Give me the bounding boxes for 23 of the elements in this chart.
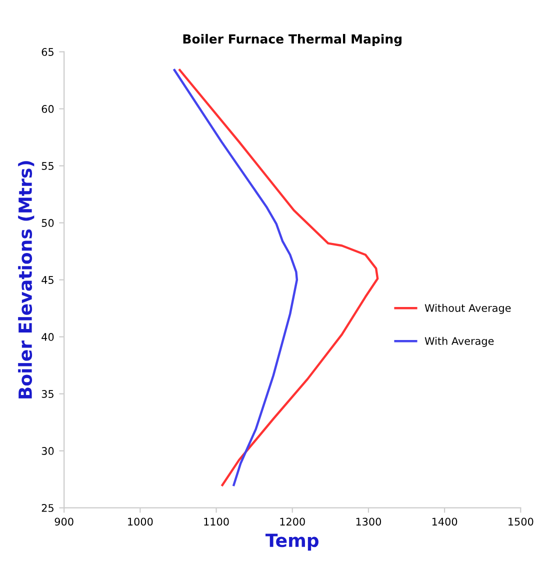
x-tick-label: 1200 [280, 518, 305, 526]
y-tick-label: 25 [42, 504, 54, 512]
x-tick-label: 1400 [432, 518, 458, 526]
y-axis-title: Boiler Elevations (Mtrs) [18, 161, 34, 398]
legend-label: With Average [424, 336, 494, 347]
y-tick-label: 45 [42, 276, 54, 284]
y-tick-label: 30 [42, 447, 54, 455]
chart-title: Boiler Furnace Thermal Maping [183, 34, 402, 46]
y-tick-label: 65 [42, 48, 54, 56]
x-tick-label: 1100 [204, 518, 229, 526]
legend-label: Without Average [424, 304, 511, 314]
y-tick-label: 55 [42, 162, 54, 170]
y-tick-label: 35 [42, 390, 54, 398]
y-tick-label: 60 [42, 105, 54, 113]
x-tick-label: 1300 [356, 518, 382, 526]
x-tick-label: 1500 [508, 518, 534, 526]
x-axis-title: Temp [265, 534, 319, 551]
x-tick-label: 900 [54, 518, 74, 526]
line-series [178, 68, 379, 486]
y-tick-label: 40 [42, 333, 54, 341]
y-tick-label: 50 [42, 219, 54, 227]
x-tick-label: 1000 [128, 518, 153, 526]
line-series [173, 68, 298, 486]
